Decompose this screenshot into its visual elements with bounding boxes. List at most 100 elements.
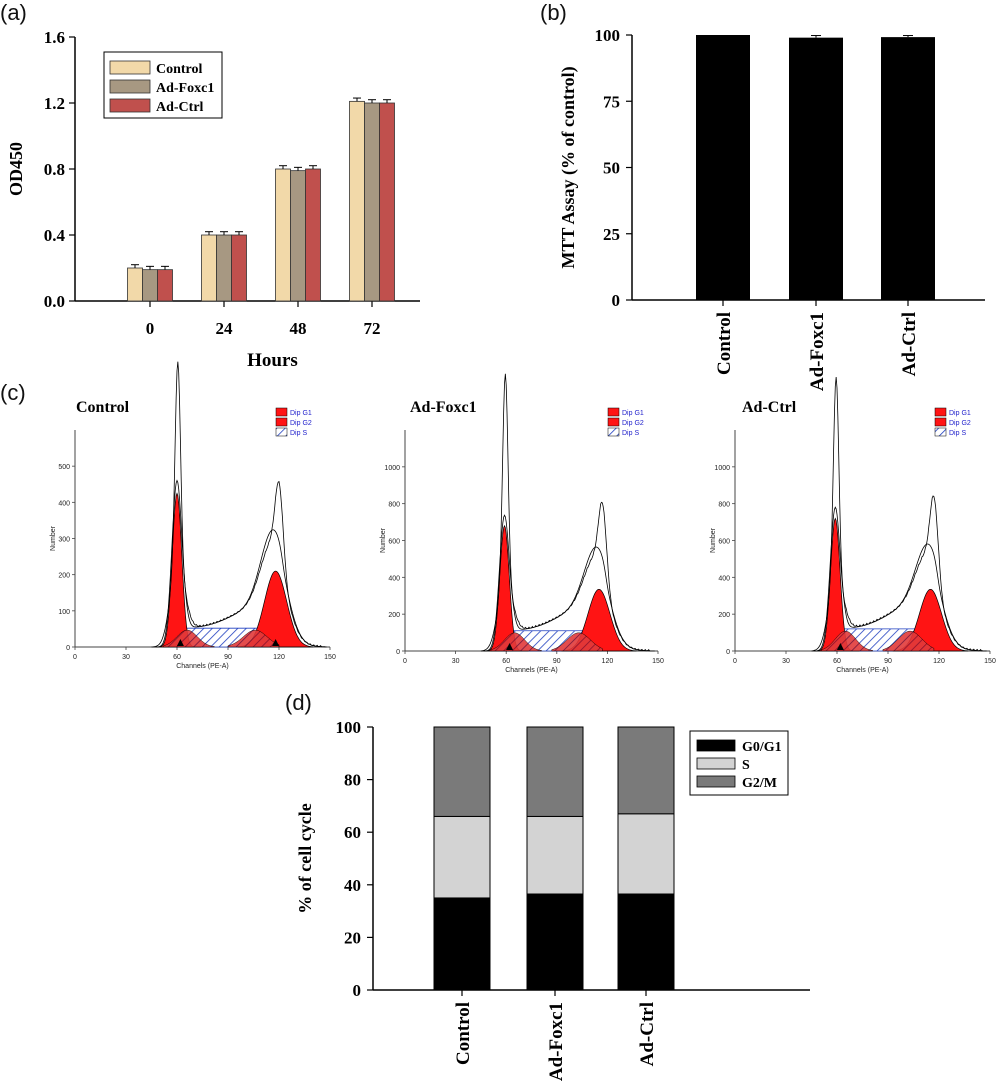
d-x-tick-label: Control [453,1002,474,1065]
d-bar-segment [526,726,584,817]
c-x-tick-label: 90 [224,654,232,661]
a-bar [379,102,395,302]
c-y-tick-label: 600 [718,539,730,546]
a-x-tick-label: 48 [290,319,307,338]
c-g2-sub-peak [882,630,935,652]
c-x-tick-label: 30 [452,658,460,665]
c-x-tick-label: 30 [122,654,130,661]
d-legend-label: G2/M [742,776,777,791]
a-bar [290,170,306,302]
c-y-tick-label: 600 [388,539,400,546]
d-bar-segment [433,897,491,991]
c-legend-swatch [607,407,620,417]
d-bar-segment [617,893,675,991]
c-x-tick-label: 90 [553,658,561,665]
c-g1-sub-peak [163,629,215,648]
c-x-tick-label: 150 [324,654,336,661]
c-plot-title: Control [76,399,130,416]
c-legend-label: Dip G2 [949,420,971,427]
c-legend-swatch [275,407,288,417]
c-y-tick-label: 400 [718,575,730,582]
b-x-tick-label: Control [714,312,735,375]
a-y-tick-label: 1.6 [44,28,65,47]
b-x-tick-label: Ad-Ctrl [899,312,920,376]
c-x-tick-label: 0 [73,654,77,661]
b-x-tick-label: Ad-Foxc1 [807,312,828,391]
a-x-tick-label: 0 [146,319,155,338]
a-legend-swatch [109,79,151,94]
c-y-tick-label: 400 [388,575,400,582]
c-x-axis-title: Channels (PE-A) [836,667,889,674]
d-legend-label: G0/G1 [742,740,782,755]
a-y-axis-title: OD450 [6,142,26,196]
c-y-tick-label: 1000 [714,465,730,472]
d-x-tick-label: Ad-Foxc1 [546,1002,567,1081]
a-legend-label: Ad-Ctrl [156,100,204,115]
c-y-axis-title: Number [50,525,57,551]
b-y-tick-label: 0 [612,291,621,310]
a-y-tick-label: 1.2 [44,94,65,113]
c-raw-histogram [811,377,987,652]
d-y-tick-label: 80 [344,771,361,790]
a-bar [349,100,365,302]
d-y-tick-label: 60 [344,823,361,842]
c-y-tick-label: 500 [58,464,70,471]
c-legend-label: Dip G2 [290,420,312,427]
d-y-tick-label: 0 [353,981,362,1000]
a-y-tick-label: 0.4 [44,226,66,245]
a-x-tick-label: 24 [216,319,234,338]
panel-label-d: (d) [285,690,312,715]
c-y-tick-label: 0 [726,649,730,656]
c-y-axis-title: Number [710,527,717,553]
d-legend-swatch [696,775,736,788]
a-x-axis-title: Hours [247,350,298,371]
c-x-tick-label: 60 [502,658,510,665]
c-x-axis-title: Channels (PE-A) [505,667,558,674]
d-legend-swatch [696,739,736,752]
c-x-tick-label: 0 [733,658,737,665]
a-legend-swatch [109,60,151,75]
a-bar [305,168,321,302]
d-x-tick-label: Ad-Ctrl [637,1002,658,1066]
b-bar [789,37,843,301]
c-x-tick-label: 30 [782,658,790,665]
a-bar [364,102,380,302]
b-y-tick-label: 50 [603,159,620,178]
c-raw-histogram [151,361,327,648]
c-peak-marker [506,643,514,650]
a-bar [142,269,158,302]
c-x-tick-label: 120 [602,658,614,665]
b-y-tick-label: 75 [603,92,620,111]
b-bar [696,35,750,300]
c-y-axis-title: Number [380,527,387,553]
b-y-axis-title: MTT Assay (% of control) [558,66,579,268]
c-g1-sub-peak [821,630,873,652]
c-x-tick-label: 0 [403,658,407,665]
c-plot-title: Ad-Foxc1 [410,399,477,416]
c-legend-label: Dip S [622,430,639,437]
a-bar [275,168,291,302]
c-y-tick-label: 300 [58,537,70,544]
d-bar-segment [433,815,491,899]
c-legend-label: Dip S [949,430,966,437]
panel-label-a: (a) [0,0,27,25]
c-legend-label: Dip S [290,430,307,437]
c-y-tick-label: 800 [718,502,730,509]
c-y-tick-label: 1000 [384,465,400,472]
c-x-tick-label: 120 [933,658,945,665]
c-peak-marker [836,643,844,650]
b-bar [881,37,935,301]
d-legend-label: S [742,758,750,773]
a-y-tick-label: 0.8 [44,160,65,179]
a-legend-label: Control [156,62,203,77]
d-legend-swatch [696,757,736,770]
panel-label-b: (b) [540,0,567,25]
c-legend-label: Dip G1 [949,410,971,417]
c-legend-swatch [275,417,288,427]
c-x-tick-label: 90 [884,658,892,665]
c-g1-sub-peak [490,632,542,652]
d-bar-segment [433,726,491,817]
c-x-tick-label: 150 [652,658,664,665]
a-y-tick-label: 0.0 [44,292,65,311]
